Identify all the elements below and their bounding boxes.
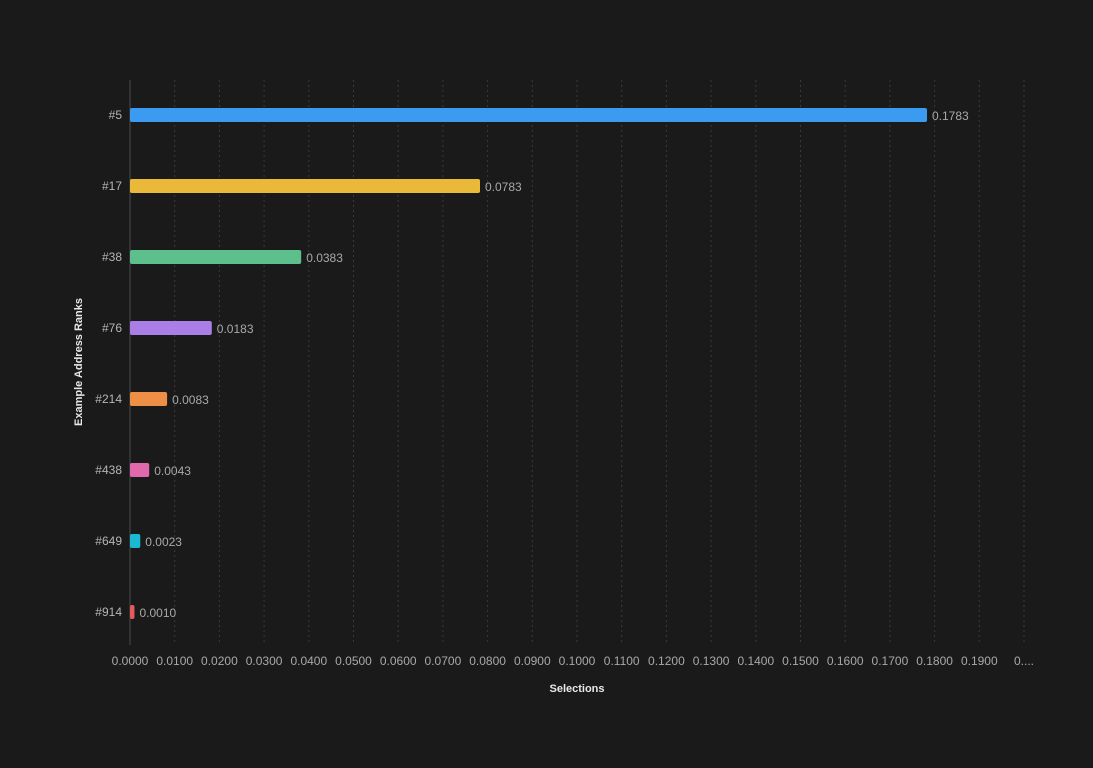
x-tick-label: 0.0000 xyxy=(112,654,149,668)
bar-value-label: 0.0383 xyxy=(306,251,343,265)
y-category-label: #38 xyxy=(102,250,122,264)
x-tick-label: 0.0300 xyxy=(246,654,283,668)
bar[interactable] xyxy=(130,108,928,122)
x-tick-label: 0.0400 xyxy=(290,654,327,668)
y-axis-title: Example Address Ranks xyxy=(73,298,85,426)
bar[interactable] xyxy=(130,250,302,264)
x-axis-ticks: 0.0000 0.0100 0.0200 0.0300 0.0400 0.0500 0.06… xyxy=(112,654,1034,668)
grid-layer xyxy=(174,80,1025,645)
bars-layer: 0.1783 0.0783 0.0383 0.0183 0.0083 0.0043 0.00… xyxy=(130,108,969,620)
y-category-label: #438 xyxy=(95,463,122,477)
x-tick-label: 0.1500 xyxy=(782,654,819,668)
x-tick-label: 0.0600 xyxy=(380,654,417,668)
x-tick-label: 0.1700 xyxy=(872,654,909,668)
y-category-label: #17 xyxy=(102,179,122,193)
bar[interactable] xyxy=(130,605,135,619)
x-tick-label: 0.0900 xyxy=(514,654,551,668)
bar-value-label: 0.1783 xyxy=(932,109,969,123)
bar-value-label: 0.0183 xyxy=(217,322,254,336)
y-axis-categories: #5 #17 #38 #76 #214 #438 #649 #914 xyxy=(95,108,122,619)
y-category-label: #649 xyxy=(95,534,122,548)
x-tick-label: 0.0500 xyxy=(335,654,372,668)
bar-value-label: 0.0023 xyxy=(145,535,182,549)
bar-value-label: 0.0083 xyxy=(172,393,209,407)
x-tick-label: 0.1300 xyxy=(693,654,730,668)
x-tick-label: 0.0100 xyxy=(156,654,193,668)
x-tick-label: 0.0200 xyxy=(201,654,238,668)
x-tick-label: 0.1100 xyxy=(604,654,640,668)
x-tick-label: 0.0700 xyxy=(425,654,462,668)
bar-value-label: 0.0010 xyxy=(139,606,176,620)
x-tick-label: 0.1200 xyxy=(648,654,685,668)
bar[interactable] xyxy=(130,321,212,335)
x-tick-label: 0.... xyxy=(1014,654,1034,668)
y-category-label: #914 xyxy=(95,605,122,619)
y-category-label: #214 xyxy=(95,392,122,406)
x-tick-label: 0.1600 xyxy=(827,654,864,668)
x-axis-title: Selections xyxy=(549,683,604,695)
y-category-label: #76 xyxy=(102,321,122,335)
bar[interactable] xyxy=(130,179,481,193)
x-tick-label: 0.1800 xyxy=(916,654,953,668)
bar-value-label: 0.0043 xyxy=(154,464,191,478)
x-tick-label: 0.0800 xyxy=(469,654,506,668)
x-tick-label: 0.1900 xyxy=(961,654,998,668)
y-category-label: #5 xyxy=(109,108,123,122)
bar-value-label: 0.0783 xyxy=(485,180,522,194)
bar[interactable] xyxy=(130,534,141,548)
x-tick-label: 0.1000 xyxy=(559,654,596,668)
bar[interactable] xyxy=(130,463,150,477)
bar[interactable] xyxy=(130,392,168,406)
x-tick-label: 0.1400 xyxy=(737,654,774,668)
